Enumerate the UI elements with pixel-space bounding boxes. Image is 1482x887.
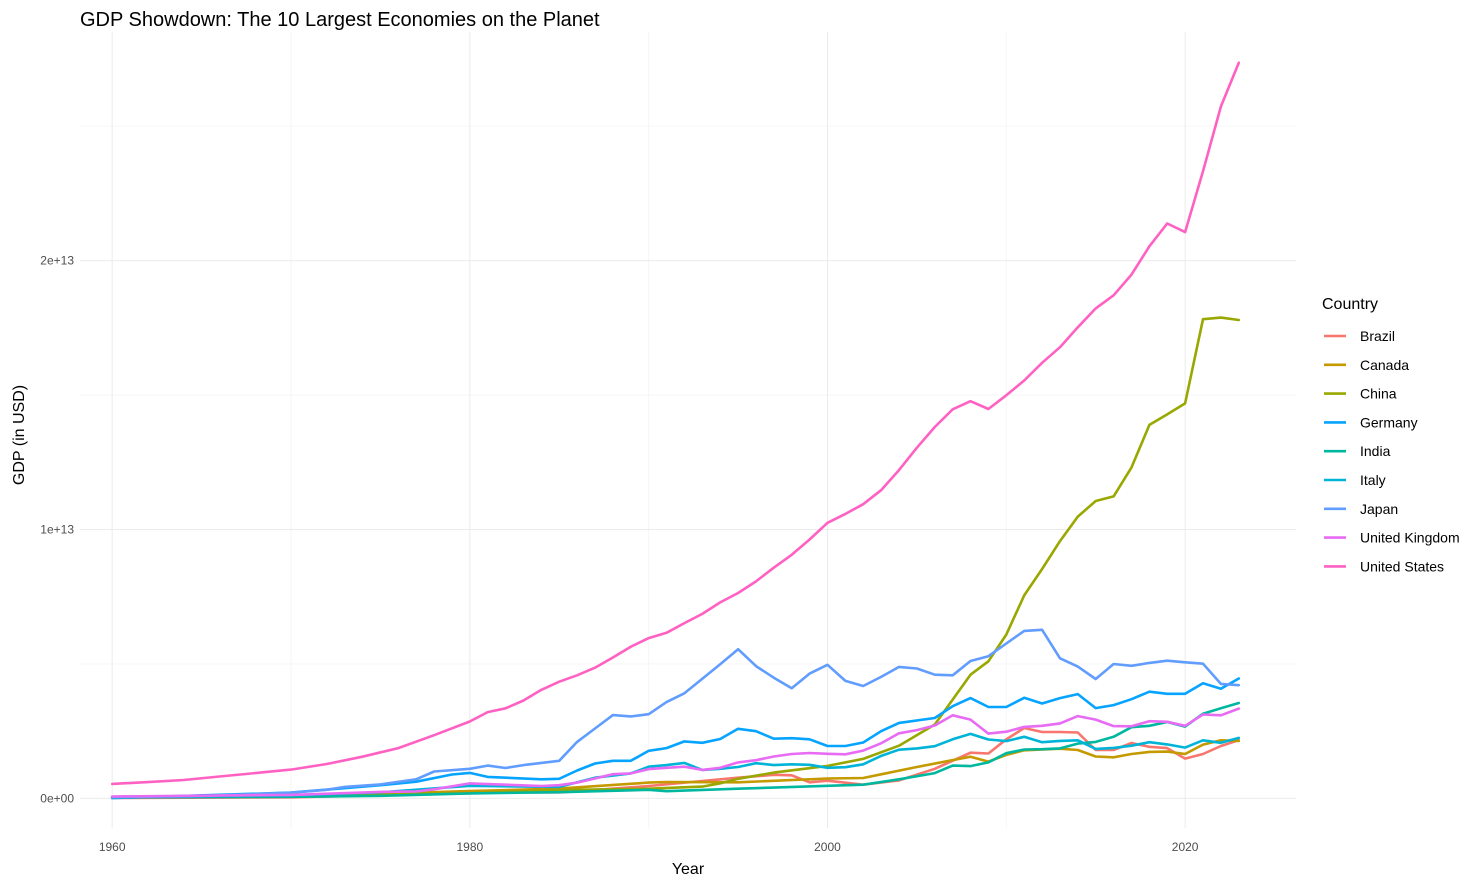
legend-label-canada: Canada (1360, 357, 1409, 373)
y-axis-title: GDP (in USD) (11, 385, 28, 485)
series-line-united-kingdom (110, 707, 1241, 798)
x-tick-label: 2020 (1172, 840, 1199, 854)
series-lines (110, 61, 1241, 800)
series-line-japan (110, 628, 1241, 799)
chart-legend: Country Brazil Canada China Germany India Ita… (1322, 296, 1460, 574)
y-tick-label: 0e+00 (40, 791, 74, 805)
legend-label-united-kingdom: United Kingdom (1360, 530, 1460, 546)
legend-label-india: India (1360, 443, 1391, 459)
legend-label-japan: Japan (1360, 501, 1398, 517)
x-axis-ticks: 1960 1980 2000 2020 (99, 840, 1199, 854)
legend-label-brazil: Brazil (1360, 328, 1395, 344)
series-line-china (110, 316, 1241, 799)
x-axis-title: Year (672, 861, 705, 878)
chart-title: GDP Showdown: The 10 Largest Economies o… (80, 9, 600, 31)
x-tick-label: 1960 (99, 840, 126, 854)
legend-label-germany: Germany (1360, 414, 1418, 430)
legend-label-italy: Italy (1360, 472, 1386, 488)
x-tick-label: 1980 (456, 840, 483, 854)
series-line-united-states (110, 61, 1241, 786)
legend-title: Country (1322, 296, 1378, 313)
series-line-germany (110, 677, 1241, 800)
y-axis-ticks: 0e+00 1e+13 2e+13 (40, 254, 74, 806)
series-line-italy (110, 732, 1241, 799)
series-line-india (110, 701, 1241, 799)
x-tick-label: 2000 (814, 840, 841, 854)
y-tick-label: 1e+13 (40, 523, 74, 537)
plot-grid (80, 32, 1296, 828)
legend-label-china: China (1360, 386, 1397, 402)
series-line-brazil (110, 726, 1241, 800)
legend-label-united-states: United States (1360, 558, 1444, 574)
y-tick-label: 2e+13 (40, 254, 74, 268)
